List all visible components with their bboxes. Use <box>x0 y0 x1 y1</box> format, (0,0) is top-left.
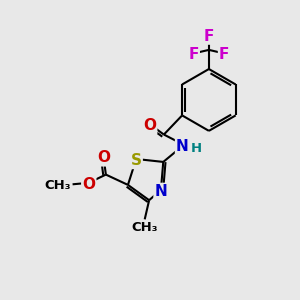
Text: F: F <box>204 28 214 44</box>
Text: H: H <box>191 142 202 155</box>
Text: S: S <box>131 153 142 168</box>
Text: O: O <box>143 118 156 133</box>
Text: F: F <box>188 47 199 62</box>
Text: F: F <box>219 47 230 62</box>
Text: CH₃: CH₃ <box>45 179 71 192</box>
Text: O: O <box>82 177 95 192</box>
Text: N: N <box>154 184 167 199</box>
Text: O: O <box>97 150 110 165</box>
Text: CH₃: CH₃ <box>131 221 158 234</box>
Text: N: N <box>176 139 189 154</box>
